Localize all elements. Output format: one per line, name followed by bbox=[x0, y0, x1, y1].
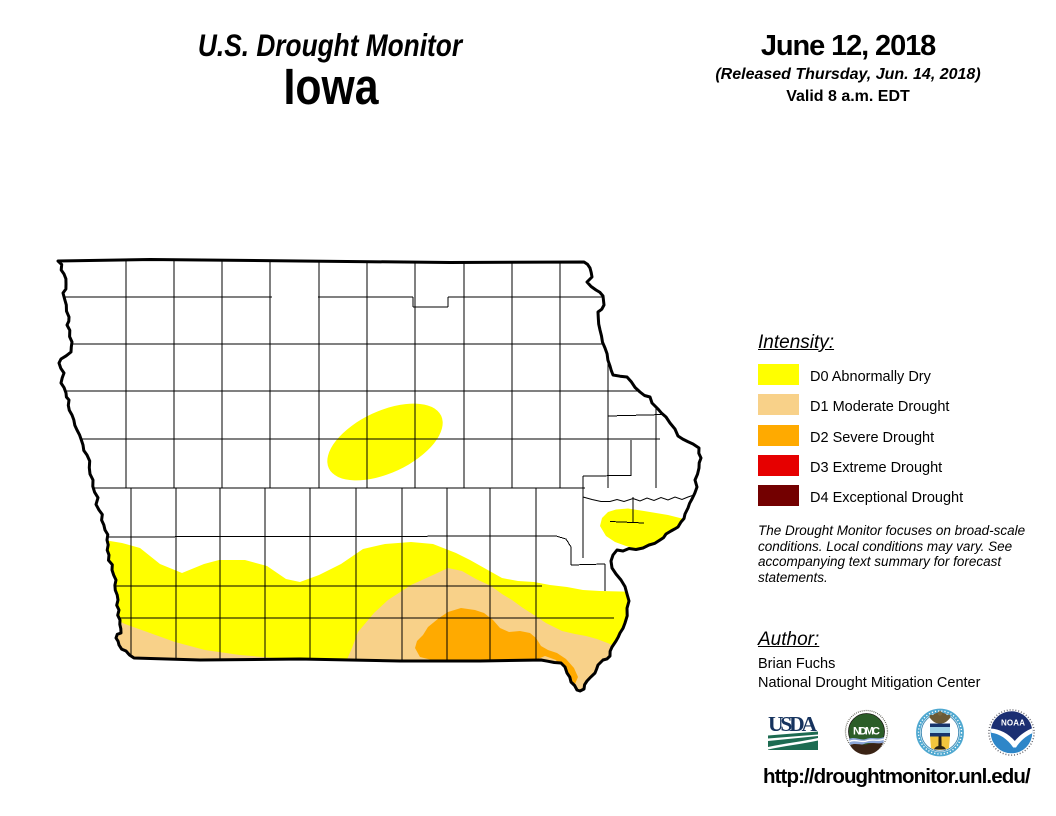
svg-text:USDA: USDA bbox=[768, 712, 817, 736]
svg-text:NDMC: NDMC bbox=[853, 726, 880, 738]
svg-text:NOAA: NOAA bbox=[1001, 719, 1025, 728]
